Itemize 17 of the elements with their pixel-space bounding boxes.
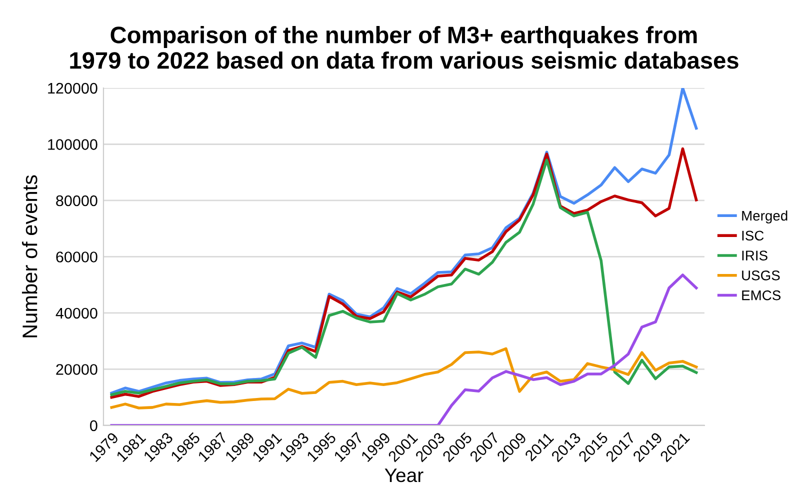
y-tick-label: 100000: [48, 139, 98, 150]
y-tick-label: 80000: [56, 195, 98, 206]
chart-title: Comparison of the number of M3+ earthquakes from 1979 to 2022 based on data from various seismic databases: [70, 26, 738, 69]
y-tick-label: 20000: [56, 364, 98, 375]
y-tick-label: 60000: [56, 252, 98, 262]
y-tick-label: 0: [90, 420, 98, 432]
y-axis-title: Number of events: [22, 175, 38, 338]
line-series: [110, 347, 698, 410]
y-tick-label: 40000: [56, 308, 98, 319]
line-series: [110, 274, 698, 426]
legend-label: USGS: [742, 270, 780, 280]
x-axis-title: Year: [384, 468, 424, 482]
legend-label: ISC: [742, 230, 764, 241]
legend-label: EMCS: [742, 290, 781, 300]
legend-label: IRIS: [742, 250, 768, 260]
y-tick-label: 120000: [48, 82, 98, 94]
legend-label: Merged: [742, 210, 788, 224]
